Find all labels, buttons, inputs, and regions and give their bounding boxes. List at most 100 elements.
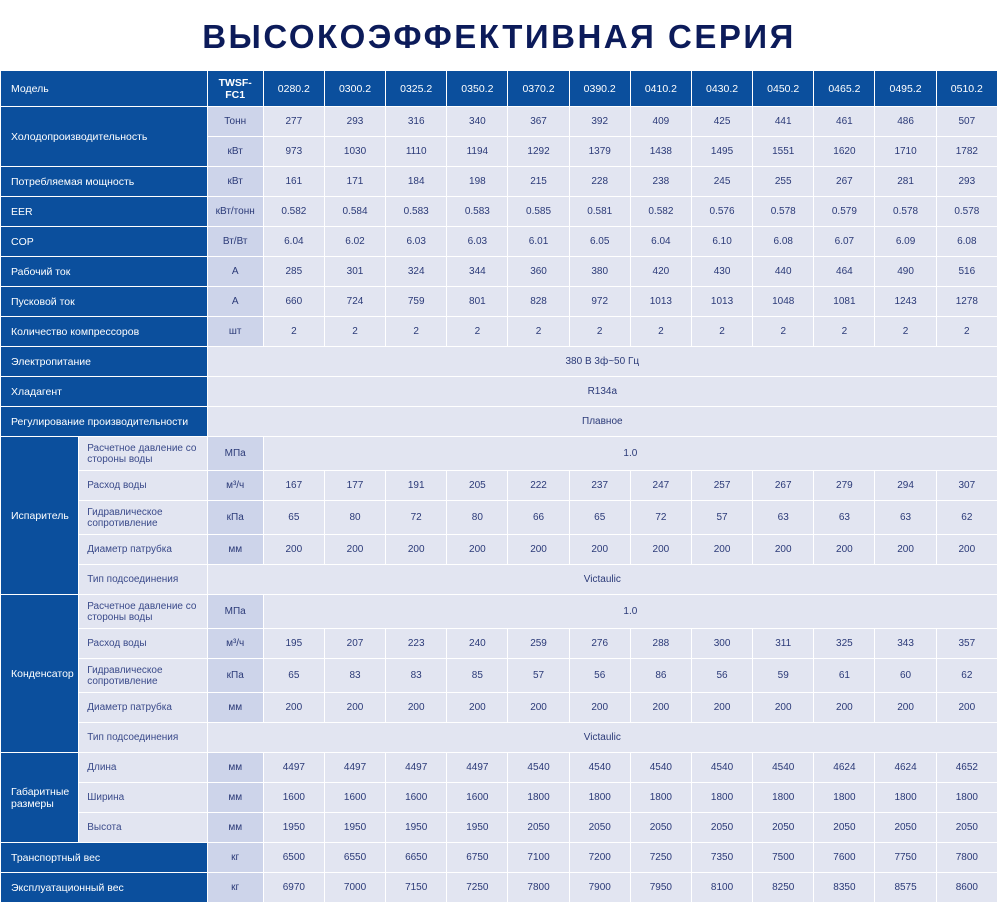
cell: 63 [875,501,936,535]
label: Хладагент [1,377,208,407]
cell: 2 [569,317,630,347]
page-title: ВЫСОКОЭФФЕКТИВНАЯ СЕРИЯ [0,18,998,56]
unit: кг [207,843,263,873]
cell: 828 [508,287,569,317]
cell: 1950 [263,813,324,843]
cell: 340 [447,107,508,137]
cell: 195 [263,629,324,659]
cell: 198 [447,167,508,197]
cell: 430 [691,257,752,287]
unit: шт [207,317,263,347]
cell: 161 [263,167,324,197]
row-cond-conn: Тип подсоединения Victaulic [1,723,998,753]
cell: 7800 [936,843,997,873]
span-val: 1.0 [263,437,997,471]
cell: 1081 [814,287,875,317]
cell: 0.579 [814,197,875,227]
cell: 2 [508,317,569,347]
unit: Тонн [207,107,263,137]
cell: 200 [324,535,385,565]
cell: 0.581 [569,197,630,227]
cell: 0.585 [508,197,569,227]
cell: 72 [386,501,447,535]
cell: 2050 [753,813,814,843]
cell: 200 [814,693,875,723]
unit: А [207,257,263,287]
cell: 6.10 [691,227,752,257]
cell: 62 [936,501,997,535]
cell: 245 [691,167,752,197]
cell: 2050 [814,813,875,843]
sublabel: Тип подсоединения [79,565,207,595]
cell: 83 [386,659,447,693]
cell: 2050 [691,813,752,843]
cell: 200 [753,693,814,723]
cell: 0.582 [263,197,324,227]
cell: 4497 [447,753,508,783]
cell: 72 [630,501,691,535]
cell: 301 [324,257,385,287]
row-startA: Пусковой ток А 6607247598018289721013101… [1,287,998,317]
label: Транспортный вес [1,843,208,873]
row-cop: COP Вт/Вт 6.046.026.036.036.016.056.046.… [1,227,998,257]
cell: 215 [508,167,569,197]
cell: 6550 [324,843,385,873]
cell: 0.583 [447,197,508,227]
row-cond-drop: Гидравлическое сопротивление кПа 6583838… [1,659,998,693]
row-eer: EER кВт/тонн 0.5820.5840.5830.5830.5850.… [1,197,998,227]
model-col: 0280.2 [263,71,324,107]
sublabel: Гидравлическое сопротивление [79,659,207,693]
cell: 441 [753,107,814,137]
cell: 7750 [875,843,936,873]
cell: 6.04 [263,227,324,257]
cell: 65 [263,501,324,535]
cell: 277 [263,107,324,137]
cell: 7600 [814,843,875,873]
cell: 357 [936,629,997,659]
cell: 6.01 [508,227,569,257]
cell: 200 [386,693,447,723]
cell: 200 [691,535,752,565]
cell: 259 [508,629,569,659]
cell: 409 [630,107,691,137]
label: EER [1,197,208,227]
cell: 200 [630,535,691,565]
cell: 223 [386,629,447,659]
cell: 2 [691,317,752,347]
cell: 4540 [691,753,752,783]
span-val: Плавное [207,407,997,437]
model-col: 0325.2 [386,71,447,107]
cell: 0.583 [386,197,447,227]
row-dim-wid: Ширина мм 160016001600160018001800180018… [1,783,998,813]
cell: 237 [569,471,630,501]
cell: 1950 [447,813,508,843]
cell: 4540 [508,753,569,783]
cooling-label: Холодопроизводительность [1,107,208,167]
cell: 60 [875,659,936,693]
label: Пусковой ток [1,287,208,317]
sublabel: Расчетное давление со стороны воды [79,595,207,629]
cell: 65 [569,501,630,535]
cell: 200 [386,535,447,565]
cell: 972 [569,287,630,317]
cell: 228 [569,167,630,197]
cell: 380 [569,257,630,287]
cell: 1243 [875,287,936,317]
cell: 288 [630,629,691,659]
cell: 307 [936,471,997,501]
cell: 4497 [386,753,447,783]
cell: 4497 [324,753,385,783]
cell: 1800 [814,783,875,813]
cell: 4497 [263,753,324,783]
cell: 255 [753,167,814,197]
unit: мм [207,783,263,813]
cell: 973 [263,137,324,167]
cell: 86 [630,659,691,693]
cell: 66 [508,501,569,535]
cell: 1194 [447,137,508,167]
cell: 80 [324,501,385,535]
cell: 344 [447,257,508,287]
cell: 6.07 [814,227,875,257]
cell: 2 [814,317,875,347]
sublabel: Длина [79,753,207,783]
